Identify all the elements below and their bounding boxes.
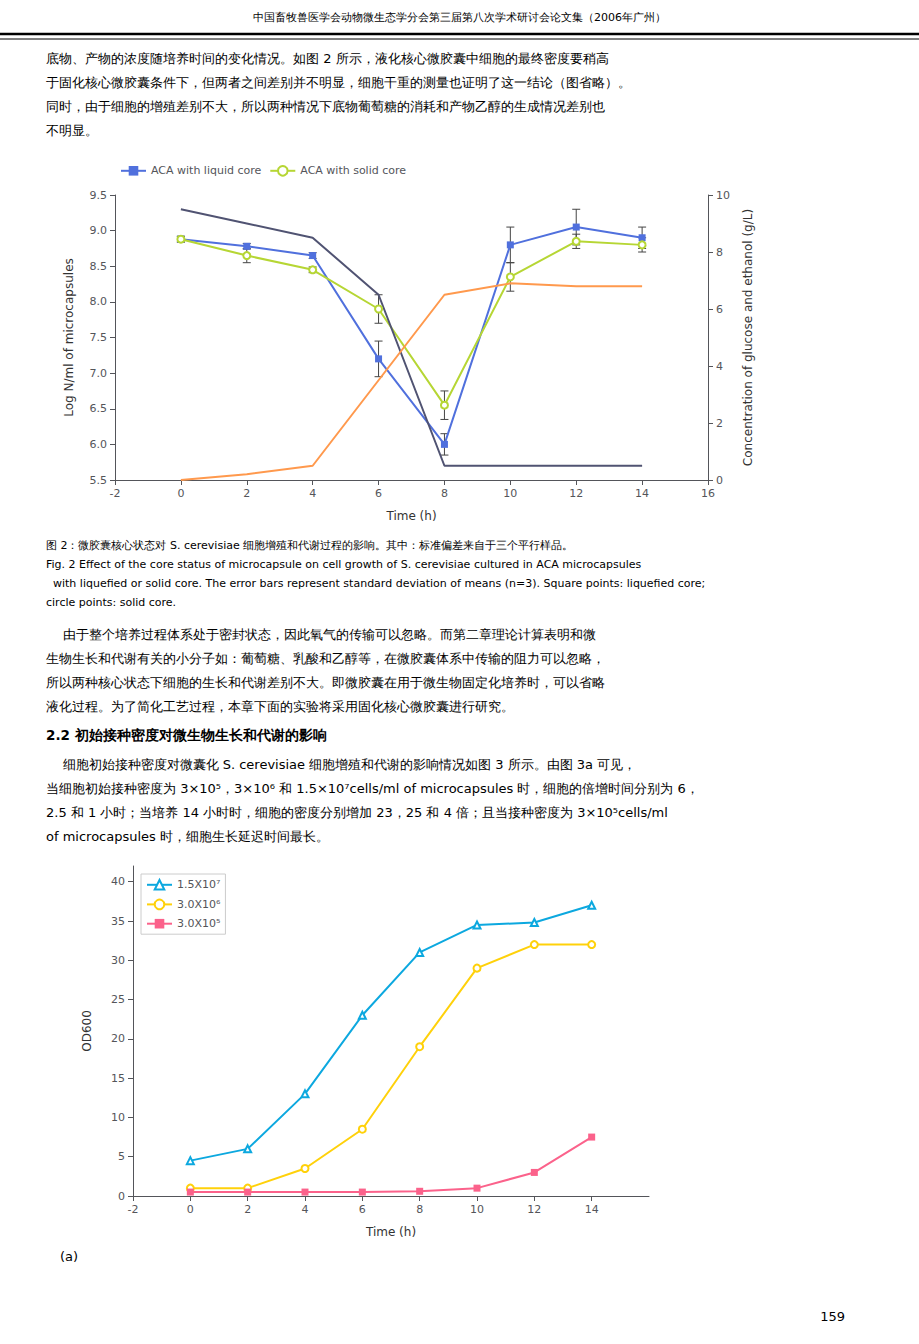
svg-text:5: 5 [118,1150,125,1163]
svg-text:Time (h): Time (h) [385,509,436,523]
svg-text:2.5 和 1 小时；当培养 14 小时时，细胞的密度分别增: 2.5 和 1 小时；当培养 14 小时时，细胞的密度分别增加 23，25 和 … [46,805,668,820]
svg-text:图 2：微胶囊核心状态对 S. cerevisiae 细胞增: 图 2：微胶囊核心状态对 S. cerevisiae 细胞增殖和代谢过程的影响。… [46,539,573,552]
svg-text:14: 14 [635,487,649,500]
svg-text:由于整个培养过程体系处于密封状态，因此氧气的传输可以忽略。而: 由于整个培养过程体系处于密封状态，因此氧气的传输可以忽略。而第二章理论计算表明和… [46,627,596,642]
svg-text:12: 12 [527,1203,541,1216]
svg-text:10: 10 [111,1111,125,1124]
svg-text:with liquefied or solid core.: with liquefied or solid core. The error … [46,577,705,590]
svg-text:中国畜牧兽医学会动物微生态学分会第三届第八次学术研讨会论文集: 中国畜牧兽医学会动物微生态学分会第三届第八次学术研讨会论文集（2006年广州） [253,11,666,24]
svg-text:ACA with solid core: ACA with solid core [300,164,406,177]
svg-text:(a): (a) [60,1249,78,1264]
svg-text:6.5: 6.5 [90,402,108,415]
svg-text:9.5: 9.5 [90,189,108,202]
svg-text:5.5: 5.5 [90,474,108,487]
svg-text:10: 10 [503,487,517,500]
svg-text:12: 12 [569,487,583,500]
svg-text:2: 2 [244,1203,251,1216]
svg-text:Time (h): Time (h) [365,1225,416,1239]
svg-text:0: 0 [187,1203,194,1216]
svg-text:0: 0 [177,487,184,500]
svg-text:10: 10 [470,1203,484,1216]
svg-text:16: 16 [701,487,715,500]
svg-text:1.5X10⁷: 1.5X10⁷ [177,878,220,891]
svg-text:8: 8 [416,1203,423,1216]
svg-text:-2: -2 [128,1203,139,1216]
svg-text:10: 10 [716,189,730,202]
svg-text:生物生长和代谢有关的小分子如：葡萄糖、乳酸和乙醇等，在微胶囊: 生物生长和代谢有关的小分子如：葡萄糖、乳酸和乙醇等，在微胶囊体系中传输的阻力可以… [46,651,605,666]
svg-text:9.0: 9.0 [90,224,108,237]
svg-text:4: 4 [716,360,723,373]
svg-text:40: 40 [111,875,125,888]
svg-text:2.2 初始接种密度对微生物生长和代谢的影响: 2.2 初始接种密度对微生物生长和代谢的影响 [46,727,327,743]
svg-text:8.5: 8.5 [90,260,108,273]
svg-text:4: 4 [302,1203,309,1216]
svg-text:2: 2 [716,417,723,430]
svg-text:6: 6 [359,1203,366,1216]
svg-text:7.5: 7.5 [90,331,108,344]
svg-text:0: 0 [118,1190,125,1203]
svg-text:4: 4 [309,487,316,500]
svg-text:3.0X10⁶: 3.0X10⁶ [177,898,221,911]
svg-text:30: 30 [111,954,125,967]
svg-text:7.0: 7.0 [90,367,108,380]
svg-text:同时，由于细胞的增殖差别不大，所以两种情况下底物葡萄糖的消耗: 同时，由于细胞的增殖差别不大，所以两种情况下底物葡萄糖的消耗和产物乙醇的生成情况… [46,99,605,114]
svg-text:Concentration of glucose and e: Concentration of glucose and ethanol (g/… [741,209,755,466]
svg-text:15: 15 [111,1072,125,1085]
svg-text:14: 14 [585,1203,599,1216]
svg-text:-2: -2 [110,487,121,500]
svg-text:159: 159 [820,1309,845,1324]
svg-text:3.0X10⁵: 3.0X10⁵ [177,917,220,930]
svg-text:不明显。: 不明显。 [46,123,98,138]
svg-text:ACA with liquid core: ACA with liquid core [151,164,262,177]
svg-text:6.0: 6.0 [90,438,108,451]
svg-text:circle points: solid core.: circle points: solid core. [46,596,176,609]
svg-text:Log N/ml of microcapsules: Log N/ml of microcapsules [62,258,76,417]
svg-text:20: 20 [111,1032,125,1045]
svg-text:液化过程。为了简化工艺过程，本章下面的实验将采用固化核心微胶: 液化过程。为了简化工艺过程，本章下面的实验将采用固化核心微胶囊进行研究。 [46,699,514,714]
svg-text:8.0: 8.0 [90,295,108,308]
svg-text:Fig. 2 Effect of the core stat: Fig. 2 Effect of the core status of micr… [46,558,641,571]
svg-text:2: 2 [243,487,250,500]
svg-text:6: 6 [716,303,723,316]
svg-text:底物、产物的浓度随培养时间的变化情况。如图 2 所示，液化核: 底物、产物的浓度随培养时间的变化情况。如图 2 所示，液化核心微胶囊中细胞的最终… [46,51,609,66]
svg-text:所以两种核心状态下细胞的生长和代谢差别不大。即微胶囊在用于微: 所以两种核心状态下细胞的生长和代谢差别不大。即微胶囊在用于微生物固定化培养时，可… [46,675,605,690]
svg-text:于固化核心微胶囊条件下，但两者之间差别并不明显，细胞干重的测: 于固化核心微胶囊条件下，但两者之间差别并不明显，细胞干重的测量也证明了这一结论（… [46,75,631,90]
svg-text:细胞初始接种密度对微囊化 S. cerevisiae 细胞增: 细胞初始接种密度对微囊化 S. cerevisiae 细胞增殖和代谢的影响情况如… [46,757,636,772]
svg-text:6: 6 [375,487,382,500]
svg-text:of microcapsules 时，细胞生长延迟时间最长。: of microcapsules 时，细胞生长延迟时间最长。 [46,829,329,844]
svg-text:25: 25 [111,993,125,1006]
svg-text:8: 8 [716,246,723,259]
svg-text:8: 8 [441,487,448,500]
svg-text:OD600: OD600 [80,1010,94,1052]
svg-text:0: 0 [716,474,723,487]
svg-text:35: 35 [111,915,125,928]
svg-text:当细胞初始接种密度为 3×10⁵，3×10⁶ 和 1.5×1: 当细胞初始接种密度为 3×10⁵，3×10⁶ 和 1.5×10⁷cells/ml… [46,781,699,796]
